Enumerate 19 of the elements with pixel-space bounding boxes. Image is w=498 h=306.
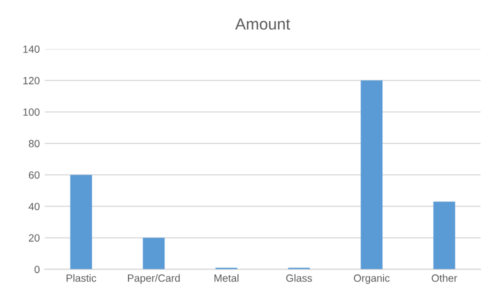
- bar: [70, 174, 92, 270]
- x-tick-label: Organic: [354, 274, 390, 284]
- x-tick-label: Metal: [214, 274, 238, 282]
- bar: [360, 80, 383, 270]
- x-tick-label: Glass: [286, 274, 312, 282]
- y-tick-label: 120: [23, 76, 40, 84]
- chart-title: Amount: [235, 18, 290, 30]
- x-tick-label: Paper/Card: [128, 274, 180, 284]
- y-tick-label: 0: [34, 266, 40, 274]
- y-tick-label: 40: [28, 202, 40, 210]
- y-tick-label: 20: [28, 234, 40, 242]
- y-tick-label: 140: [23, 45, 40, 53]
- y-tick-label: 80: [28, 140, 40, 148]
- x-tick-label: Other: [432, 274, 458, 282]
- x-tick-label: Plastic: [66, 274, 96, 282]
- y-tick-label: 100: [23, 108, 40, 116]
- bar: [142, 238, 165, 270]
- y-tick-label: 60: [28, 171, 40, 179]
- bar: [433, 202, 456, 270]
